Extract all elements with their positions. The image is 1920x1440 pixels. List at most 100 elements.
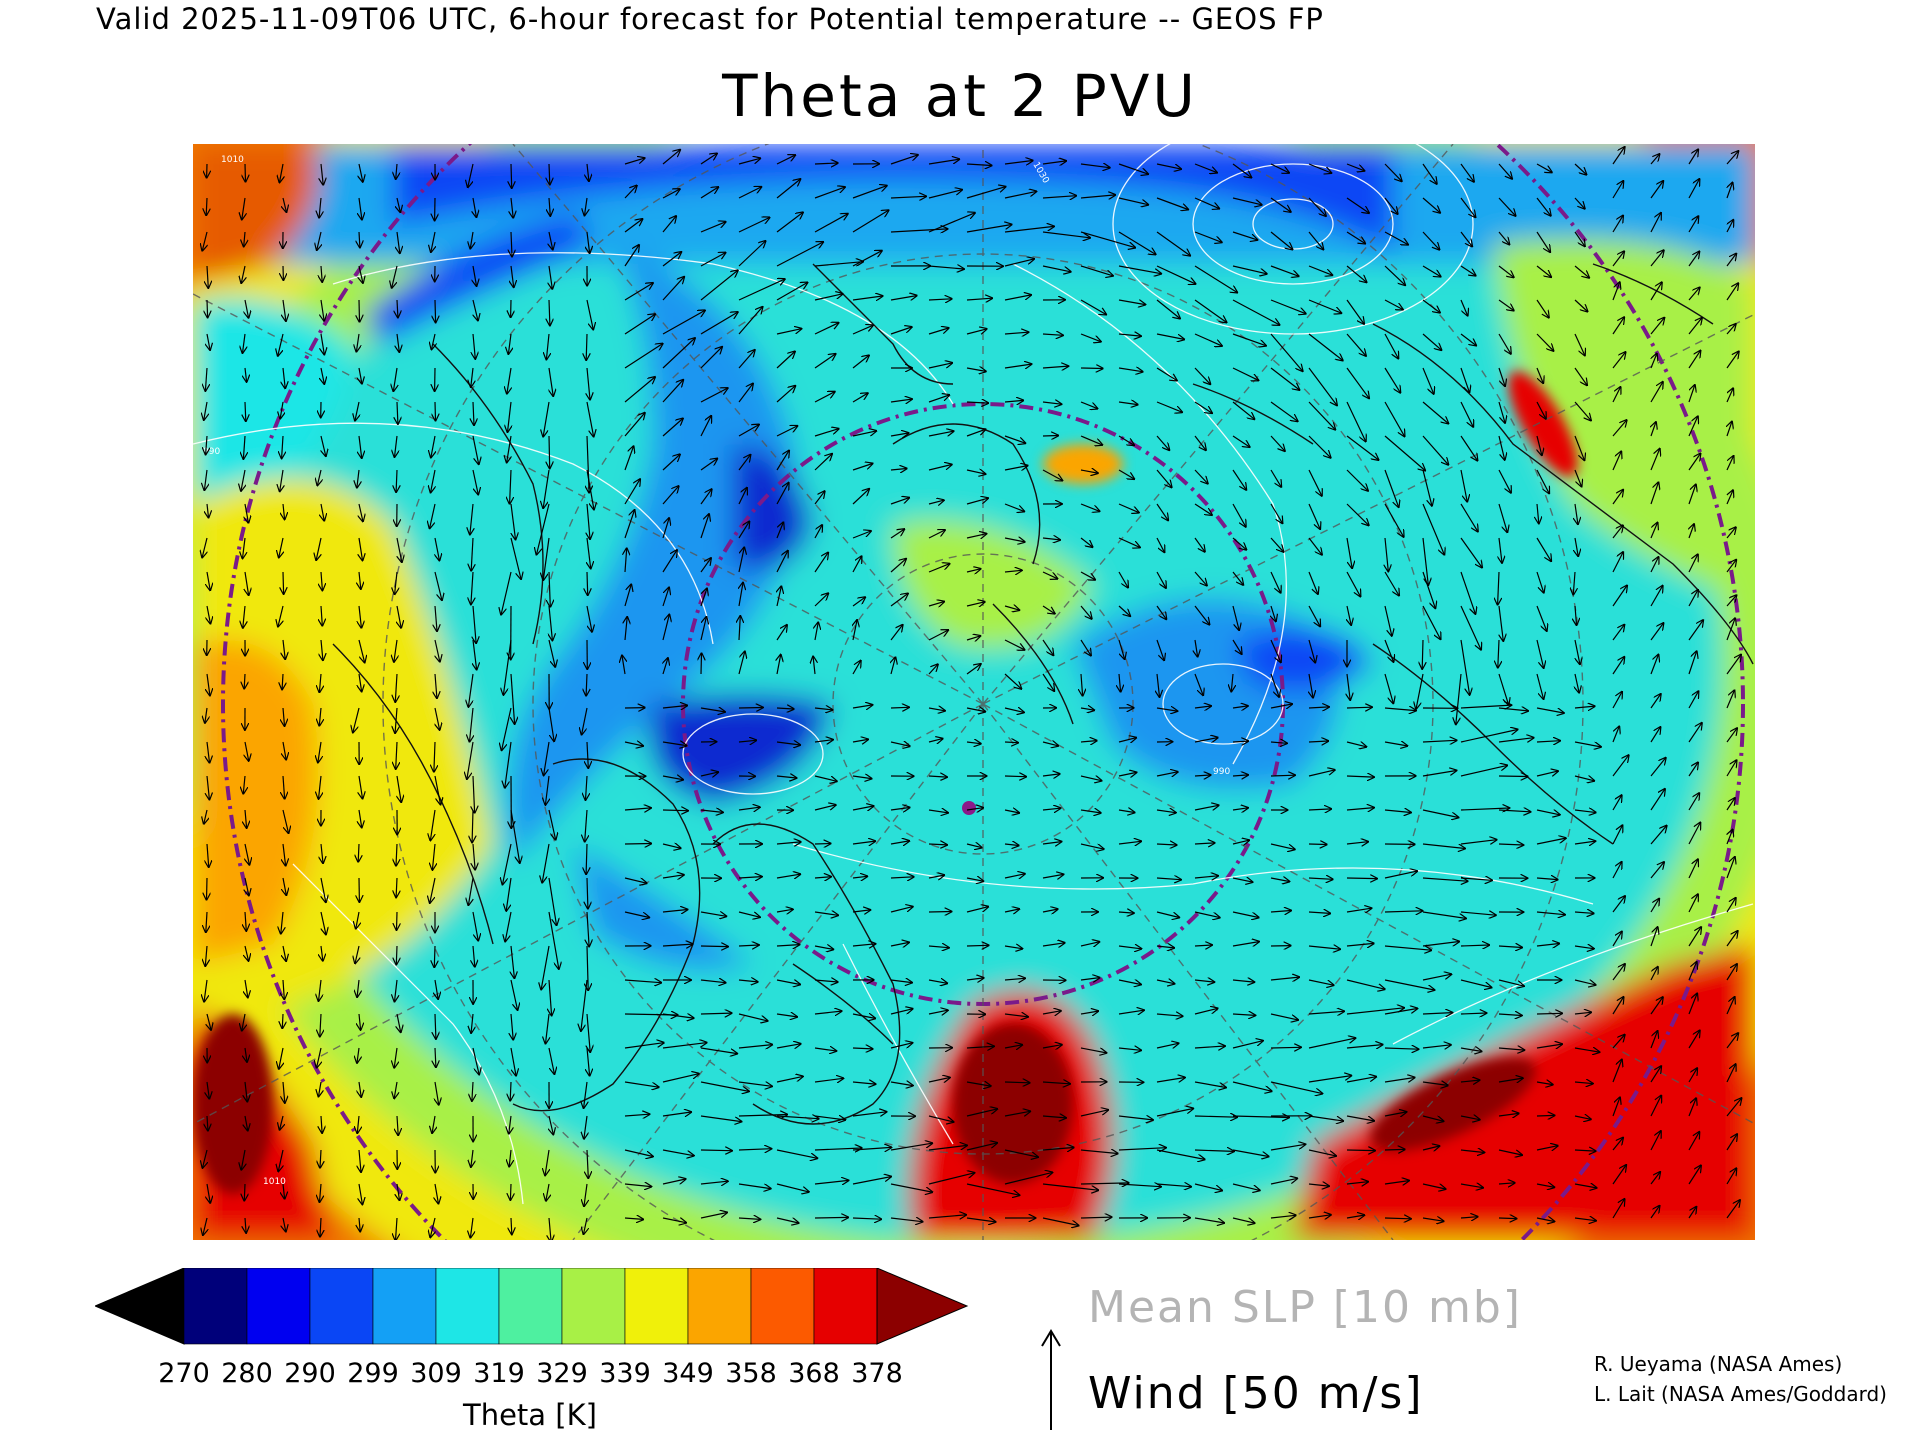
wind-vector-arrow (245, 367, 247, 382)
wind-vector-arrow (1080, 299, 1106, 315)
wind-vector-arrow (1384, 571, 1399, 596)
wind-vector-arrow (928, 190, 962, 199)
wind-vector-arrow (662, 588, 669, 607)
wind-vector-arrow (738, 1045, 772, 1048)
wind-vector-arrow (1384, 708, 1416, 711)
wind-vector-arrow (1004, 1082, 1030, 1083)
wind-vector-arrow (1195, 639, 1198, 657)
wind-vector-arrow (1156, 571, 1166, 588)
wind-vector-arrow (1650, 354, 1657, 369)
wind-vector-arrow (1308, 435, 1331, 458)
wind-vector-arrow (1270, 435, 1285, 451)
wind-vector-arrow (1308, 912, 1330, 913)
wind-vector-arrow (582, 707, 588, 735)
wind-vector-arrow (1232, 840, 1249, 844)
wind-vector-arrow (890, 808, 910, 811)
wind-vector-arrow (1384, 197, 1398, 214)
wind-vector-arrow (928, 465, 952, 471)
wind-vector-arrow (1080, 195, 1115, 198)
colorbar-cell-over (876, 1268, 969, 1345)
wind-vector-arrow (549, 605, 552, 640)
wind-vector-arrow (1650, 586, 1663, 607)
wind-vector-arrow (1156, 435, 1169, 450)
wind-vector-arrow (1004, 742, 1018, 743)
wind-vector-arrow (321, 435, 326, 456)
wind-vector-arrow (321, 503, 324, 521)
wind-vector-arrow (1004, 435, 1025, 443)
wind-vector-arrow (776, 742, 800, 745)
wind-vector-arrow (432, 333, 436, 349)
wind-vector-arrow (543, 469, 550, 508)
wind-vector-arrow (1574, 946, 1594, 949)
wind-vector-arrow (1194, 333, 1222, 346)
wind-vector-arrow (966, 636, 980, 640)
wind-vector-arrow (700, 416, 711, 437)
wind-vector-arrow (207, 673, 210, 695)
wind-vector-arrow (359, 673, 362, 691)
wind-vector-arrow (738, 708, 763, 709)
wind-vector-arrow (394, 639, 397, 662)
wind-vector-arrow (1650, 318, 1664, 335)
wind-vector-arrow (1194, 299, 1227, 322)
wind-vector-arrow (852, 739, 868, 742)
wind-vector-arrow (1456, 673, 1462, 724)
wind-vector-arrow (1460, 537, 1482, 568)
wind-vector-arrow (1194, 163, 1217, 173)
wind-vector-arrow (738, 158, 760, 165)
wind-vector-arrow (890, 942, 909, 946)
wind-vector-arrow (890, 399, 912, 402)
wind-vector-arrow (511, 673, 515, 724)
wind-vector-arrow (395, 571, 397, 594)
wind-vector-arrow (1346, 571, 1360, 596)
wind-vector-arrow (662, 910, 688, 913)
wind-vector-arrow (1574, 163, 1586, 175)
wind-vector-arrow (245, 877, 249, 895)
wind-vector-arrow (776, 551, 788, 573)
wind-vector-arrow (359, 231, 360, 247)
wind-vector-arrow (890, 625, 903, 641)
wind-vector-arrow (1042, 1011, 1061, 1014)
wind-vector-arrow (662, 944, 693, 946)
wind-vector-arrow (700, 154, 717, 165)
wind-vector-arrow (278, 333, 284, 356)
wind-vector-arrow (511, 163, 512, 188)
wind-vector-arrow (1650, 927, 1658, 947)
wind-vector-arrow (1612, 896, 1625, 913)
slp-contour-label: 990 (1213, 767, 1230, 777)
wind-vector-arrow (738, 350, 755, 369)
wind-vector-arrow (549, 367, 553, 396)
wind-vector-arrow (1118, 334, 1141, 336)
wind-vector-arrow (1537, 503, 1539, 523)
wind-vector-arrow (1346, 707, 1372, 708)
wind-vector-arrow (1232, 775, 1248, 776)
wind-vector-arrow (1308, 469, 1322, 496)
wind-vector-arrow (1042, 469, 1062, 481)
wind-vector-arrow (396, 163, 397, 179)
wind-vector-arrow (890, 296, 917, 300)
wind-vector-arrow (662, 875, 684, 878)
wind-vector-arrow (1080, 776, 1102, 781)
wind-vector-arrow (1156, 810, 1176, 813)
wind-vector-arrow (1156, 772, 1178, 776)
wind-vector-arrow (852, 661, 861, 675)
colorbar-cell (624, 1268, 689, 1345)
wind-vector-arrow (1384, 871, 1417, 879)
wind-vector-arrow (966, 569, 981, 572)
wind-vector-arrow (587, 231, 590, 253)
wind-vector-arrow (1460, 265, 1476, 276)
wind-vector-arrow (1612, 727, 1619, 743)
wind-vector-arrow (319, 979, 322, 1001)
wind-vector-arrow (359, 197, 362, 220)
valid-time-line: Valid 2025-11-09T06 UTC, 6-hour forecast… (96, 2, 1324, 36)
wind-vector-arrow (1346, 333, 1366, 356)
wind-vector-arrow (321, 367, 324, 384)
wind-vector-arrow (1194, 673, 1203, 695)
wind-vector-arrow (1498, 708, 1528, 711)
wind-vector-arrow (890, 594, 908, 607)
wind-vector-arrow (1498, 197, 1516, 216)
wind-vector-arrow (1042, 196, 1076, 198)
wind-vector-arrow (890, 498, 909, 505)
wind-vector-arrow (435, 979, 438, 999)
wind-vector-arrow (738, 488, 747, 505)
wind-vector-arrow (1080, 503, 1100, 511)
